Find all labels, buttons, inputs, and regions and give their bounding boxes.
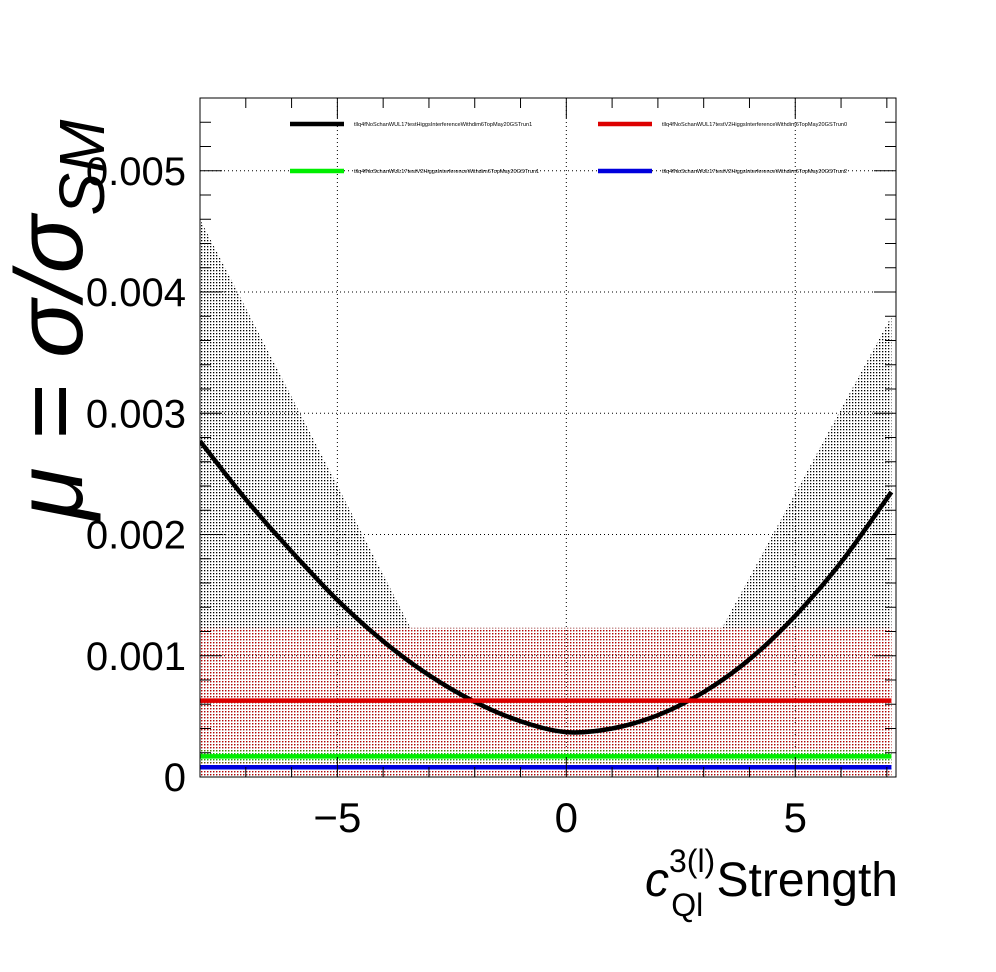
legend-label: tllq4fNoSchanWUL17testV2HiggsInterferenc… <box>662 122 847 128</box>
series-lines <box>200 439 894 770</box>
y-tick-label: 0.004 <box>86 271 186 315</box>
legend: tllq4fNoSchanWUL17testHiggsInterferenceW… <box>290 121 847 175</box>
y-tick-label: 0.001 <box>86 635 186 679</box>
x-tick-label: −5 <box>313 794 361 841</box>
x-axis-title-subscript: Ql <box>671 887 703 923</box>
y-tick-label: 0.002 <box>86 514 186 558</box>
legend-label: tllq4fNoSchanWUL17testV2HiggsInterferenc… <box>354 169 539 175</box>
y-axis-title: μ = σ/σSM <box>0 119 118 523</box>
x-tick-label: 0 <box>555 794 578 841</box>
axis-ticks <box>199 97 896 778</box>
legend-label: tllq4fNoSchanWUL17testV2HiggsInterferenc… <box>662 169 847 175</box>
legend-label: tllq4fNoSchanWUL17testHiggsInterferenceW… <box>354 122 532 128</box>
x-axis-title-text: Strength <box>703 854 898 907</box>
series-line <box>200 439 894 735</box>
x-tick-label: 5 <box>784 794 807 841</box>
y-axis-title-main: μ = σ/σ <box>0 212 103 523</box>
uncertainty-bands <box>200 219 892 777</box>
x-axis-title-symbol: c <box>645 854 669 907</box>
y-tick-label: 0.005 <box>86 150 186 194</box>
x-axis-title: c3(l) Ql Strength <box>645 843 898 923</box>
y-tick-label: 0 <box>164 756 186 800</box>
y-tick-label: 0.003 <box>86 392 186 436</box>
x-axis-title-superscript: 3(l) <box>669 843 715 879</box>
y-axis-title-subscript: SM <box>46 119 118 216</box>
tick-labels: −5 0 5 0 0.001 0.002 0.003 0.004 0.005 <box>86 150 807 841</box>
